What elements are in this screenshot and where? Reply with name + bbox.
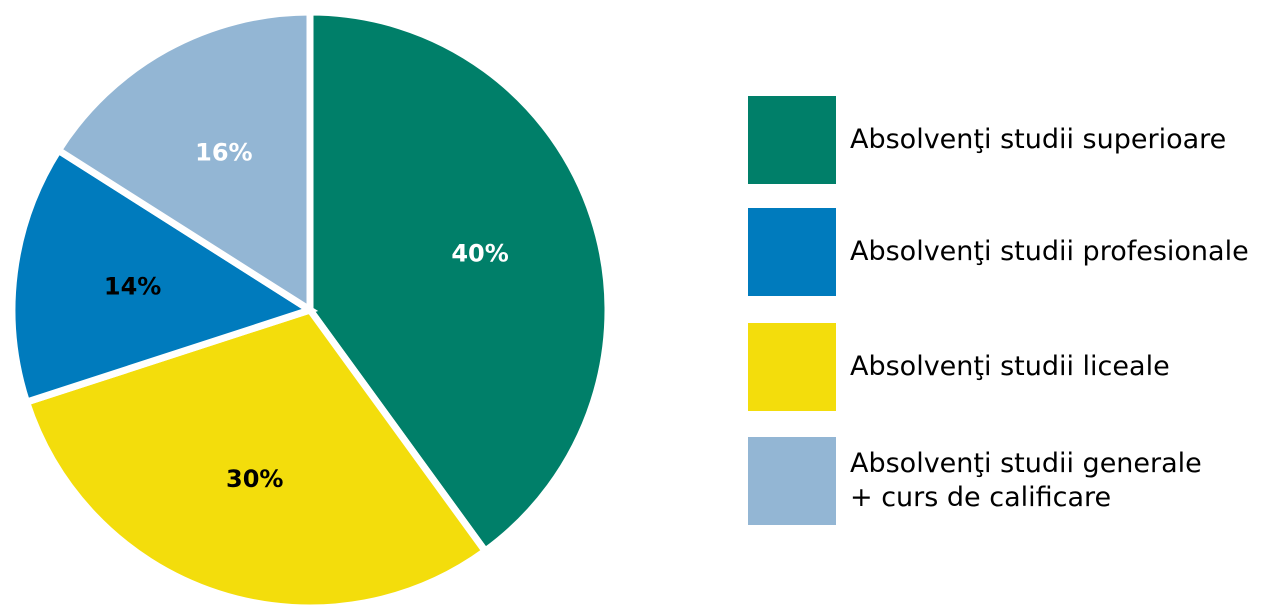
pie-slice-label-2: 30% (226, 465, 283, 493)
pie-slice-label-1: 40% (451, 240, 508, 268)
legend-item-superioare: Absolvenţi studii superioare (748, 96, 1268, 184)
pie-slice-3 (8, 145, 319, 407)
legend-label-superioare-line-1: Absolvenţi studii superioare (850, 124, 1227, 155)
legend-swatch-profesionale (748, 208, 836, 296)
pie-slice-label-4: 16% (195, 138, 252, 166)
legend-label-profesionale: Absolvenţi studii profesionale (850, 208, 1249, 296)
pie-slice-label-3: 14% (104, 273, 161, 301)
legend-label-generale-line-2: + curs de calificare (850, 482, 1112, 513)
legend-item-profesionale: Absolvenţi studii profesionale (748, 208, 1268, 296)
legend-label-liceale: Absolvenţi studii liceale (850, 323, 1170, 411)
legend-swatch-generale (748, 437, 836, 525)
pie-slice-2 (22, 305, 491, 608)
legend-label-profesionale-line-1: Absolvenţi studii profesionale (850, 236, 1249, 267)
legend-label-superioare: Absolvenţi studii superioare (850, 96, 1226, 184)
pie-chart: 40% 30% 14% 16% (8, 8, 612, 608)
legend-label-liceale-line-1: Absolvenţi studii liceale (850, 351, 1170, 382)
legend-item-generale: Absolvenţi studii generale + curs de cal… (748, 437, 1268, 525)
legend-swatch-liceale (748, 323, 836, 411)
legend-label-generale-line-1: Absolvenţi studii generale (850, 448, 1202, 479)
legend-item-liceale: Absolvenţi studii liceale (748, 323, 1268, 411)
legend-swatch-superioare (748, 96, 836, 184)
legend-label-generale: Absolvenţi studii generale + curs de cal… (850, 437, 1202, 525)
pie-slice-4 (53, 8, 314, 317)
pie-slice-1 (306, 8, 612, 556)
